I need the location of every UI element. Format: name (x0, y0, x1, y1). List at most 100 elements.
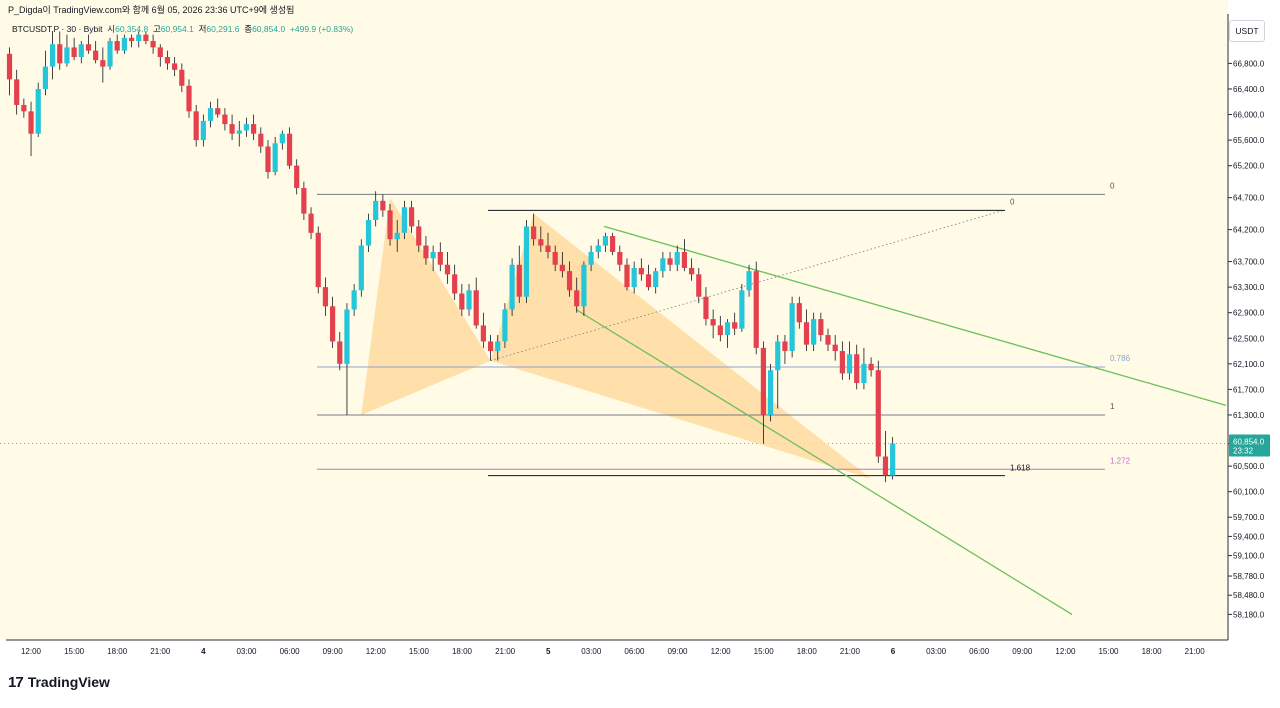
candle-body (64, 47, 70, 64)
x-tick-label: 12:00 (366, 647, 387, 656)
candle-body (322, 287, 329, 307)
fib-level-label: 0 (1110, 181, 1115, 190)
y-tick-label: 63,700.0 (1233, 258, 1265, 267)
pattern-ratio-line (490, 210, 1004, 362)
candle-body (653, 271, 659, 288)
candle-body (789, 303, 795, 352)
high-label: 고 (152, 24, 161, 34)
close-label: 종 (244, 24, 253, 34)
candle-body (294, 165, 300, 189)
currency-unit-button[interactable]: USDT (1229, 20, 1265, 42)
candle-body (523, 226, 530, 297)
candle-body (473, 290, 479, 326)
candle-body (890, 443, 896, 476)
x-tick-label: 03:00 (581, 647, 602, 656)
y-tick-label: 61,700.0 (1233, 385, 1265, 394)
candle-body (42, 66, 48, 89)
x-tick-label: 18:00 (107, 647, 128, 656)
y-tick-label: 58,480.0 (1233, 591, 1265, 600)
ohlc-legend: BTCUSDT.P · 30 · Bybit 시60,354.8 고60,954… (12, 23, 353, 35)
x-tick-label: 06:00 (280, 647, 301, 656)
tradingview-mark-icon: 17 (8, 673, 24, 691)
candle-body (660, 258, 666, 272)
x-tick-label: 06:00 (969, 647, 990, 656)
candle-body (85, 44, 92, 51)
candle-body (581, 264, 587, 307)
candle-body (746, 271, 752, 291)
y-tick-label: 59,400.0 (1233, 532, 1265, 541)
tradingview-logo[interactable]: 17 TradingView (8, 673, 110, 691)
descending-trendline (603, 225, 1227, 406)
candle-body (595, 245, 601, 252)
y-tick-label: 59,700.0 (1233, 513, 1265, 522)
candle-body (732, 322, 738, 329)
open-label: 시 (107, 24, 116, 34)
x-tick-label: 09:00 (1012, 647, 1033, 656)
price-scale-background (1228, 0, 1280, 640)
publisher-line: P_Digda이 TradingView.com와 함께 6월 05, 2026… (8, 5, 295, 15)
time-axis[interactable]: 12:00 15:00 18:00 21:00 4 03:00 06:00 09:00 12:0… (21, 647, 1205, 656)
candle-body (394, 232, 400, 240)
candle-body (811, 319, 817, 345)
candle-body (121, 37, 127, 51)
candle-body (128, 37, 135, 42)
candle-body (495, 341, 501, 352)
candle-body (186, 85, 192, 112)
fib-level-label: 0 (1010, 197, 1015, 206)
x-tick-label: 18:00 (797, 647, 818, 656)
candle-body (337, 341, 343, 364)
candle-body (193, 111, 199, 141)
x-tick-label: 18:00 (1142, 647, 1163, 656)
candle-body (818, 319, 824, 336)
y-tick-label: 59,100.0 (1233, 552, 1265, 561)
candle-body (222, 114, 228, 125)
symbol-label[interactable]: BTCUSDT.P · 30 · Bybit (12, 24, 103, 34)
x-tick-label: 21:00 (1185, 647, 1206, 656)
candle-body (739, 290, 745, 329)
y-tick-label: 66,000.0 (1233, 111, 1265, 120)
candle-body (775, 341, 781, 371)
candle-body (423, 245, 429, 259)
candle-body (35, 88, 41, 134)
price-tag-value: 60,854.0 (1233, 437, 1265, 446)
fib-level-label: 1.618 (1010, 464, 1031, 473)
pattern-triangle-xab (361, 197, 491, 415)
candle-body (839, 351, 845, 374)
candle-body (373, 200, 379, 221)
price-axis[interactable]: 66,800.0 66,400.0 66,000.0 65,600.0 65,200.0… (1228, 59, 1265, 619)
x-tick-label: 03:00 (236, 647, 257, 656)
candle-body (401, 207, 407, 233)
candle-body (114, 41, 120, 51)
candle-body (681, 251, 688, 268)
candle-body (330, 306, 336, 342)
candle-body (703, 296, 709, 320)
candle-body (487, 341, 494, 352)
candle-body (387, 210, 393, 240)
candle-body (14, 79, 20, 105)
candle-body (538, 239, 544, 246)
low-value: 60,291.6 (206, 24, 240, 34)
candle-body (286, 133, 293, 166)
descending-trendline-lower (575, 308, 1073, 615)
candle-body (689, 267, 695, 275)
x-tick-label: 15:00 (64, 647, 85, 656)
candle-body (100, 60, 106, 67)
candle-body (301, 188, 307, 214)
fib-level-label: 0.786 (1110, 354, 1131, 363)
close-value: 60,854.0 (252, 24, 286, 34)
x-tick-label: 03:00 (926, 647, 947, 656)
fib-level-label: 1.272 (1110, 456, 1131, 465)
y-tick-label: 66,800.0 (1233, 59, 1265, 68)
candle-body (408, 207, 415, 227)
y-tick-label: 60,100.0 (1233, 488, 1265, 497)
candle-body (71, 47, 77, 58)
candle-body (832, 344, 838, 352)
candle-body (796, 303, 802, 323)
candle-body (624, 264, 630, 288)
open-value: 60,354.8 (115, 24, 149, 34)
x-tick-label: 21:00 (150, 647, 171, 656)
y-tick-label: 63,300.0 (1233, 283, 1265, 292)
candle-body (207, 108, 214, 121)
